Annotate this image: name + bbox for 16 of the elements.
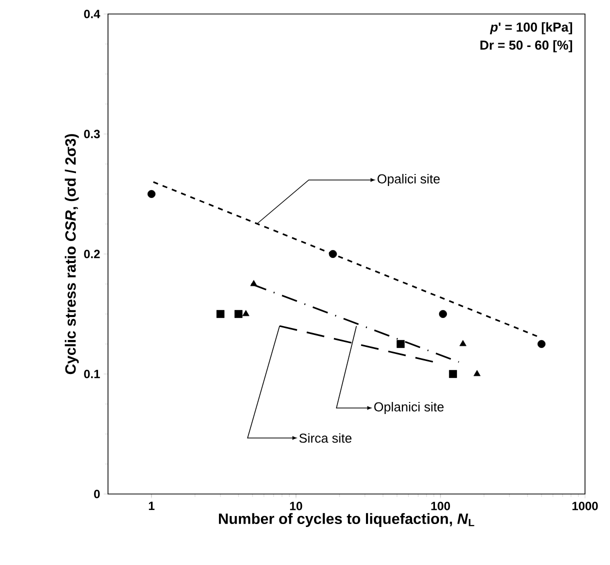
- y-tick-label: 0.3: [84, 130, 100, 138]
- x-tick-label: 10: [290, 502, 302, 510]
- x-tick-label: 1: [148, 502, 154, 510]
- x-axis-title: Number of cycles to liquefaction, N$_{L}$: [218, 513, 474, 528]
- y-tick-label: 0.1: [84, 370, 100, 378]
- annotation: Dr = 50 - 60 [%]: [480, 40, 572, 52]
- y-tick-label: 0.4: [84, 10, 100, 18]
- x-tick-label: 1000: [572, 502, 598, 510]
- annotation: Opalici site: [378, 174, 440, 186]
- x-tick-label: 100: [431, 502, 450, 510]
- y-tick-label: 0.2: [84, 250, 100, 258]
- y-tick-label: 0: [94, 490, 100, 498]
- y-axis-title: Cyclic stress ratio CSR, (σd / 2σ3): [64, 134, 79, 374]
- annotation: p' = 100 [kPa]: [490, 22, 572, 34]
- annotation: Oplanici site: [374, 402, 444, 414]
- annotation: Sirca site: [299, 433, 352, 443]
